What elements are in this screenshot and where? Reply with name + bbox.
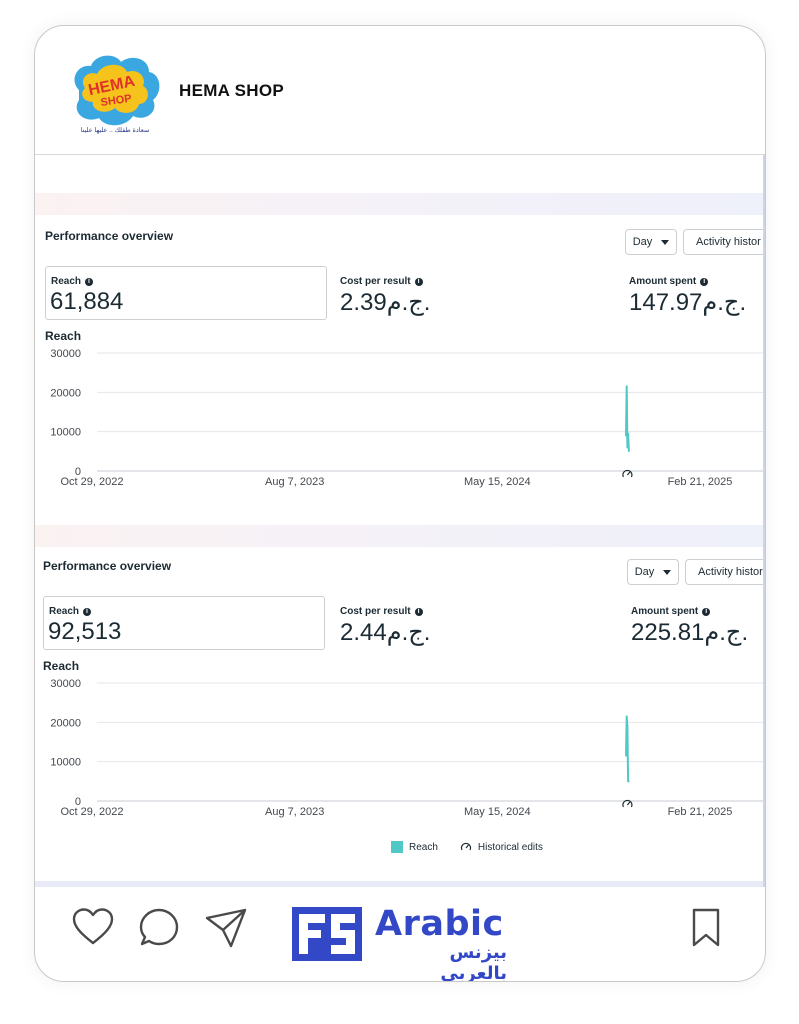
post-image: Performance overview Day Activity histor…: [35, 155, 765, 887]
x-tick-label: Aug 7, 2023: [265, 476, 324, 488]
heart-icon[interactable]: [72, 908, 114, 951]
reach-data-point: [626, 725, 629, 728]
post-actions: Arabic بيزنس بالعربي: [35, 888, 765, 981]
reach-series-line: [625, 385, 630, 452]
cost-per-result-value: 2.39ج.م.: [340, 289, 431, 316]
reach-data-point: [628, 450, 630, 453]
day-dropdown[interactable]: Day: [625, 229, 677, 255]
post-header: HEMA SHOP سعادة طفلك .. عليها علينا HEMA…: [35, 26, 765, 155]
reach-swatch: [391, 841, 403, 853]
reach-data-point: [625, 715, 628, 718]
send-icon[interactable]: [205, 908, 247, 953]
x-tick-label: Feb 21, 2025: [668, 476, 733, 488]
x-tick-label: Feb 21, 2025: [668, 806, 733, 818]
bookmark-icon[interactable]: [691, 908, 721, 953]
caret-down-icon: [661, 239, 670, 245]
x-tick-label: May 15, 2024: [464, 806, 531, 818]
info-icon: i: [702, 607, 711, 616]
y-tick-label: 0: [75, 466, 81, 478]
shop-name[interactable]: HEMA SHOP: [179, 81, 285, 100]
reach-data-point: [626, 446, 629, 449]
panel-title: Performance overview: [43, 559, 172, 573]
reach-metric-box[interactable]: [45, 266, 327, 320]
x-tick-label: May 15, 2024: [464, 476, 531, 488]
legend-item-historical-edits[interactable]: Historical edits: [460, 841, 543, 853]
brand-arabic: بيزنس بالعربي: [440, 942, 507, 982]
amount-spent-value: 147.97ج.م.: [629, 289, 747, 316]
historical-edits-icon: [460, 842, 471, 851]
reach-data-point: [625, 385, 628, 388]
reach-label: Reach i: [49, 606, 92, 617]
reach-data-point: [628, 780, 630, 783]
caret-down-icon: [663, 569, 672, 575]
y-tick-label: 30000: [50, 678, 81, 690]
x-tick-label: Aug 7, 2023: [265, 806, 324, 818]
arabic-business-logo[interactable]: Arabic بيزنس بالعربي: [291, 902, 507, 981]
reach-data-point: [625, 754, 627, 757]
reach-chart-svg: 0 10000 20000 30000 Oct 29, 2022 Aug 7, 2023 M…: [50, 348, 763, 488]
panel-title: Performance overview: [45, 229, 174, 243]
activity-history-button[interactable]: Activity histor: [683, 229, 763, 255]
reach-data-point: [625, 434, 627, 437]
historical-edit-arc: [622, 469, 633, 478]
y-tick-label: 10000: [50, 427, 81, 439]
cost-per-result-value: 2.44ج.م.: [340, 619, 431, 646]
comment-icon[interactable]: [139, 908, 179, 953]
historical-edit-arc: [622, 799, 633, 808]
reach-data-point: [627, 432, 629, 435]
legend-item-reach[interactable]: Reach: [391, 841, 438, 853]
reach-metric-box[interactable]: [43, 596, 325, 650]
performance-panel-1: Performance overview Day Activity histor…: [35, 229, 763, 519]
performance-panel-2: Performance overview Day Activity histor…: [35, 559, 763, 879]
svg-text:سعادة طفلك .. عليها علينا: سعادة طفلك .. عليها علينا: [81, 126, 150, 134]
activity-history-button[interactable]: Activity histor: [685, 559, 763, 585]
reach-label: Reach i: [51, 276, 94, 287]
chart-legend: Reach Historical edits: [391, 841, 543, 853]
y-tick-label: 10000: [50, 757, 81, 769]
y-tick-label: 20000: [50, 387, 81, 399]
info-icon: i: [700, 277, 709, 286]
y-tick-label: 30000: [50, 348, 81, 360]
info-icon: i: [414, 607, 423, 616]
x-tick-label: Oct 29, 2022: [61, 806, 124, 818]
amount-spent-label: Amount spent i: [629, 276, 709, 287]
info-icon: i: [85, 277, 94, 286]
hema-shop-logo[interactable]: HEMA SHOP سعادة طفلك .. عليها علينا: [65, 50, 165, 136]
reach-chart-2: 0 10000 20000 30000 Oct 29, 2022 Aug 7, 2023 M…: [35, 677, 763, 832]
reach-value: 92,513: [48, 618, 122, 645]
historical-edit-needle: [626, 471, 631, 476]
reach-chart-1: 0 10000 20000 30000 Oct 29, 2022 Aug 7, 2023 M…: [35, 347, 763, 502]
info-icon: i: [414, 277, 423, 286]
post-card: HEMA SHOP سعادة طفلك .. عليها علينا HEMA…: [34, 25, 766, 982]
day-dropdown[interactable]: Day: [627, 559, 679, 585]
x-tick-label: Oct 29, 2022: [61, 476, 124, 488]
divider-band: [35, 881, 763, 887]
y-tick-label: 0: [75, 796, 81, 808]
historical-edit-marker: [622, 469, 633, 478]
brand-mark-icon: [292, 907, 362, 961]
reach-chart-svg: 0 10000 20000 30000 Oct 29, 2022 Aug 7, 2023 M…: [50, 678, 763, 818]
divider-band: [35, 525, 763, 547]
historical-edit-marker: [622, 799, 633, 808]
historical-edit-needle: [626, 801, 631, 806]
chart-title: Reach: [45, 329, 82, 343]
cost-per-result-label: Cost per result i: [340, 606, 423, 617]
brand-word: Arabic: [375, 904, 504, 944]
reach-value: 61,884: [50, 288, 124, 315]
svg-text:SHOP: SHOP: [100, 93, 133, 109]
info-icon: i: [83, 607, 92, 616]
divider-band: [35, 193, 763, 215]
chart-title: Reach: [43, 659, 80, 673]
amount-spent-label: Amount spent i: [631, 606, 711, 617]
y-tick-label: 20000: [50, 717, 81, 729]
amount-spent-value: 225.81ج.م.: [631, 619, 749, 646]
cost-per-result-label: Cost per result i: [340, 276, 423, 287]
